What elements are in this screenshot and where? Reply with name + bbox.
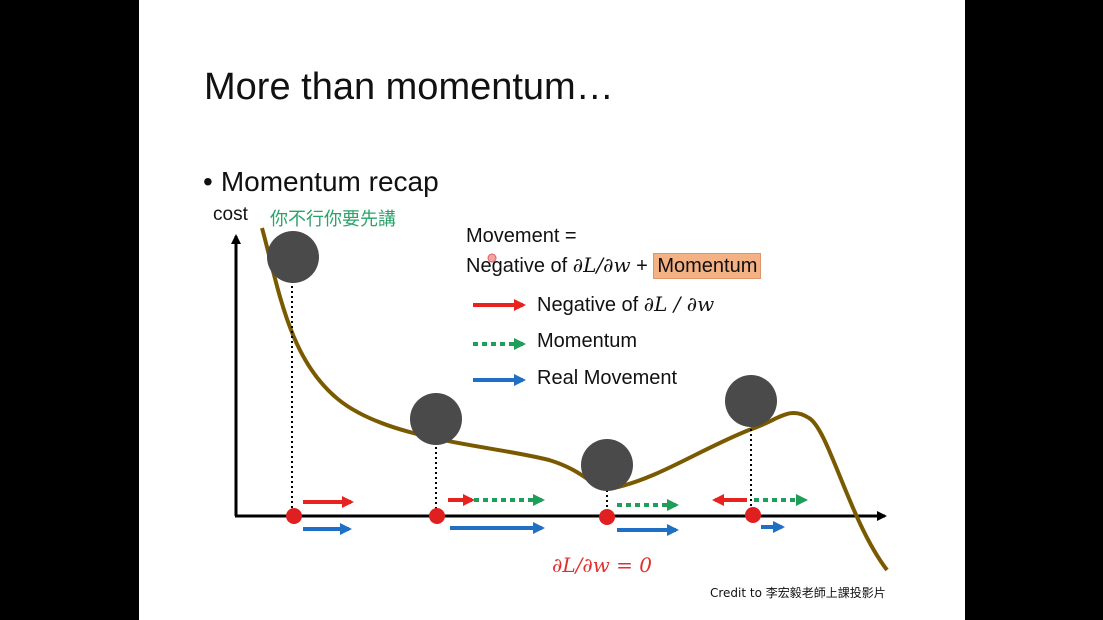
- formula-math: ∂L/∂w: [572, 253, 631, 277]
- bullet-text: Momentum recap: [220, 166, 439, 197]
- movement-formula-line1: Movement =: [466, 225, 577, 247]
- pointer-dot: [487, 253, 497, 263]
- legend-item-gradient: Negative of ∂L / ∂w: [537, 292, 714, 317]
- cost-curve: [260, 227, 889, 572]
- point-4: [745, 507, 761, 523]
- legend-math: ∂L / ∂w: [643, 292, 715, 316]
- bullet-dot-icon: •: [203, 166, 213, 197]
- point-3: [599, 509, 615, 525]
- ball-1: [267, 231, 319, 283]
- movement-formula-line2: Negative of ∂L/∂w + Momentum: [466, 253, 762, 279]
- momentum-diagram: [231, 227, 889, 572]
- ball-2: [410, 393, 462, 445]
- ball-4: [725, 375, 777, 427]
- ball-3: [581, 439, 633, 491]
- formula-prefix: Negative of: [466, 255, 573, 277]
- credit-line: Credit to 李宏毅老師上課投影片: [710, 586, 886, 600]
- legend-label: Momentum: [537, 330, 638, 352]
- point-1: [286, 508, 302, 524]
- slide-title: More than momentum…: [204, 66, 614, 108]
- bullet-item: • Momentum recap: [203, 166, 439, 198]
- point-2: [429, 508, 445, 524]
- legend-label: Negative of: [537, 294, 644, 316]
- legend-label: Real Movement: [537, 367, 678, 389]
- legend-item-real-movement: Real Movement: [537, 367, 677, 390]
- slide: More than momentum… • Momentum recap cost…: [139, 0, 965, 620]
- zero-gradient-label: ∂L/∂w = 0: [552, 553, 653, 577]
- y-axis-label: cost: [213, 204, 248, 225]
- chinese-caption: 你不行你要先講: [270, 209, 396, 230]
- formula-plus: +: [630, 255, 654, 277]
- momentum-highlight: Momentum: [653, 253, 762, 279]
- legend-item-momentum: Momentum: [537, 330, 637, 353]
